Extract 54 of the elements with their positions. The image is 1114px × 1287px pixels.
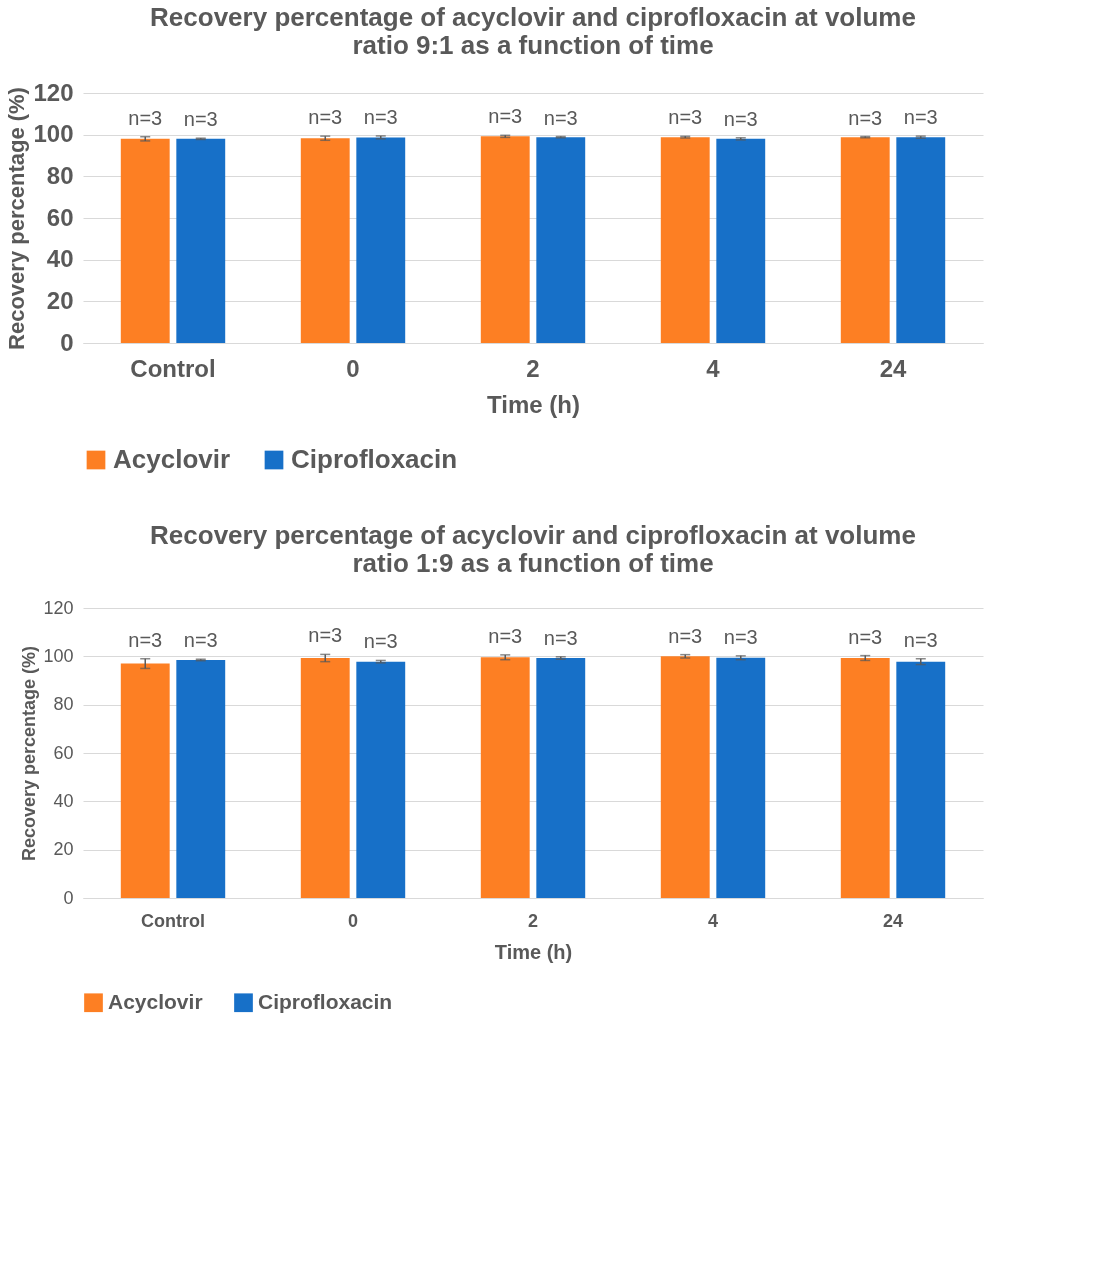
y-tick-label: 40 bbox=[53, 790, 74, 811]
y-tick-label: 20 bbox=[46, 286, 74, 314]
x-tick-label: Control bbox=[130, 354, 216, 382]
y-tick-label: 100 bbox=[33, 120, 74, 148]
y-tick-label: 40 bbox=[46, 245, 74, 273]
annotation: n=3 bbox=[668, 624, 703, 647]
y-tick-label: 20 bbox=[53, 839, 74, 860]
x-tick-label: 0 bbox=[347, 910, 359, 931]
annotation: n=3 bbox=[183, 629, 218, 652]
y-axis-title: Recovery percentage (%) bbox=[19, 645, 40, 862]
annotation: n=3 bbox=[128, 106, 163, 129]
annotation: n=3 bbox=[848, 625, 883, 648]
legend-label: Acyclovir bbox=[108, 989, 203, 1013]
x-axis-title: Time (h) bbox=[494, 940, 573, 963]
y-tick-label: 120 bbox=[33, 78, 74, 106]
y-tick-label: 0 bbox=[60, 328, 74, 356]
y-tick-label: 60 bbox=[46, 203, 74, 231]
annotation: n=3 bbox=[848, 106, 883, 129]
x-tick-label: 2 bbox=[527, 910, 539, 931]
annotation: n=3 bbox=[668, 106, 703, 129]
annotation: n=3 bbox=[363, 105, 398, 128]
annotation: n=3 bbox=[723, 107, 758, 130]
y-tick-label: 0 bbox=[63, 887, 74, 908]
y-axis-title: Recovery percentage (%) bbox=[4, 87, 30, 350]
legend-label: Acyclovir bbox=[113, 444, 231, 474]
annotation: n=3 bbox=[128, 628, 163, 651]
y-tick-label: 60 bbox=[53, 742, 74, 763]
annotation: n=3 bbox=[903, 106, 938, 129]
chart-title: Recovery percentage of acyclovir and ciprofloxacin at volume ratio 9:1 as a function of time bbox=[150, 2, 916, 60]
annotation: n=3 bbox=[308, 624, 343, 647]
annotation: n=3 bbox=[723, 625, 758, 648]
legend-label: Ciprofloxacin bbox=[258, 989, 393, 1013]
x-tick-label: 4 bbox=[706, 354, 721, 382]
x-axis-title: Time (h) bbox=[487, 390, 580, 418]
annotation: n=3 bbox=[543, 106, 578, 129]
annotation: n=3 bbox=[308, 106, 343, 129]
x-tick-label: 4 bbox=[707, 910, 719, 931]
y-tick-label: 100 bbox=[43, 645, 74, 666]
chart-title: Recovery percentage of acyclovir and ciprofloxacin at volume ratio 1:9 as a function of time bbox=[150, 520, 916, 578]
x-tick-label: 0 bbox=[346, 354, 360, 382]
annotation: n=3 bbox=[488, 624, 523, 647]
y-tick-label: 120 bbox=[43, 597, 74, 618]
annotation: n=3 bbox=[543, 626, 578, 649]
legend-label: Ciprofloxacin bbox=[291, 444, 458, 474]
x-tick-label: 24 bbox=[879, 354, 907, 382]
x-tick-label: Control bbox=[141, 910, 205, 931]
annotation: n=3 bbox=[903, 628, 938, 651]
annotation: n=3 bbox=[363, 630, 398, 653]
annotation: n=3 bbox=[183, 108, 218, 131]
x-tick-label: 2 bbox=[526, 354, 540, 382]
annotation: n=3 bbox=[488, 105, 523, 128]
x-tick-label: 24 bbox=[882, 910, 904, 931]
y-tick-label: 80 bbox=[53, 694, 74, 715]
y-tick-label: 80 bbox=[46, 161, 74, 189]
